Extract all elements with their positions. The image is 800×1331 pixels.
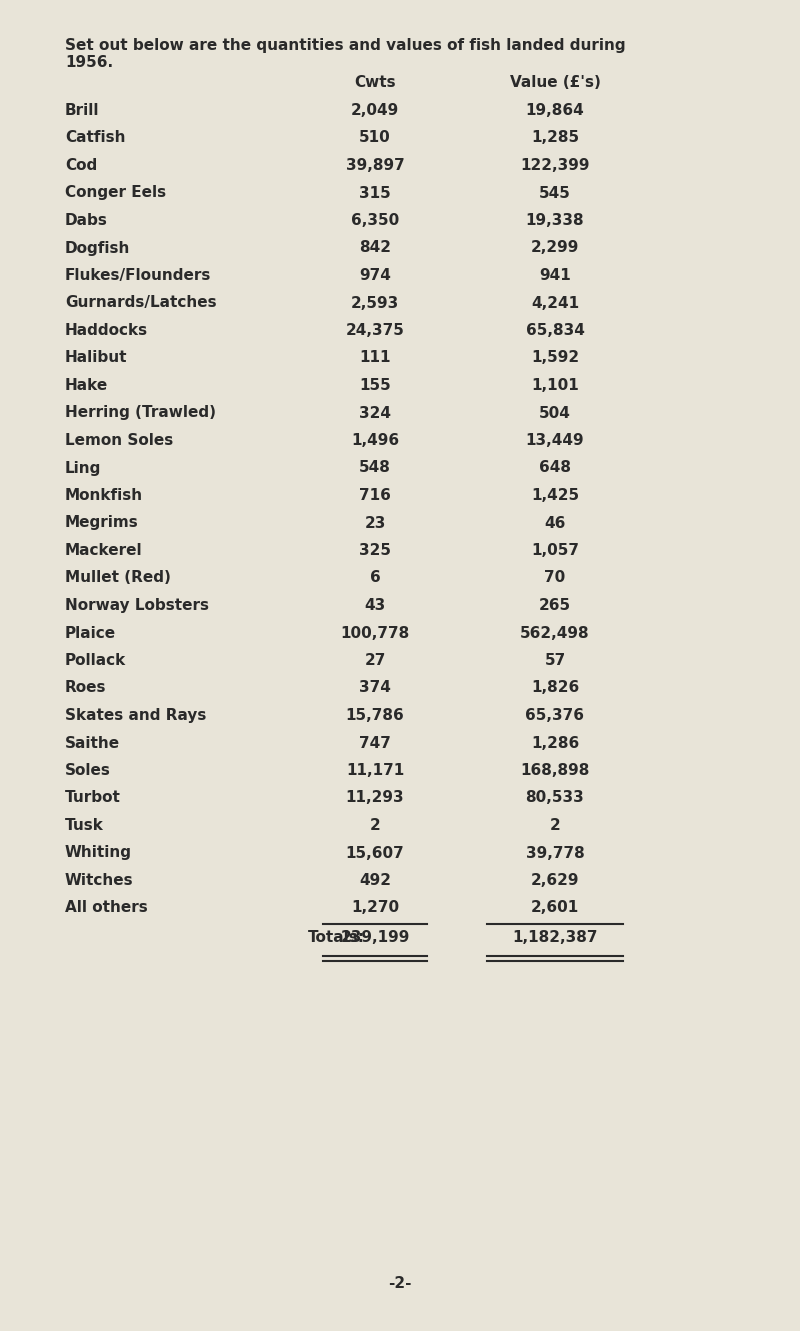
Text: Conger Eels: Conger Eels [65,185,166,201]
Text: 11,171: 11,171 [346,763,404,779]
Text: Norway Lobsters: Norway Lobsters [65,598,209,614]
Text: Megrims: Megrims [65,515,138,531]
Text: 39,778: 39,778 [526,845,584,861]
Text: 6,350: 6,350 [351,213,399,228]
Text: 974: 974 [359,268,391,284]
Text: Lemon Soles: Lemon Soles [65,433,174,449]
Text: 1,592: 1,592 [531,350,579,366]
Text: Dogfish: Dogfish [65,241,130,256]
Text: 65,376: 65,376 [526,708,585,723]
Text: 23: 23 [364,515,386,531]
Text: 19,338: 19,338 [526,213,584,228]
Text: 15,607: 15,607 [346,845,404,861]
Text: Pollack: Pollack [65,654,126,668]
Text: 100,778: 100,778 [340,626,410,640]
Text: Ling: Ling [65,461,102,475]
Text: Plaice: Plaice [65,626,116,640]
Text: 65,834: 65,834 [526,323,585,338]
Text: 46: 46 [544,515,566,531]
Text: Roes: Roes [65,680,106,696]
Text: 13,449: 13,449 [526,433,584,449]
Text: Turbot: Turbot [65,791,121,805]
Text: 155: 155 [359,378,391,393]
Text: 39,897: 39,897 [346,158,404,173]
Text: 2,593: 2,593 [351,295,399,310]
Text: 510: 510 [359,130,391,145]
Text: Gurnards/Latches: Gurnards/Latches [65,295,217,310]
Text: 1,101: 1,101 [531,378,579,393]
Text: 648: 648 [539,461,571,475]
Text: 2,049: 2,049 [351,102,399,118]
Text: Flukes/Flounders: Flukes/Flounders [65,268,211,284]
Text: 1,270: 1,270 [351,901,399,916]
Text: Cod: Cod [65,158,98,173]
Text: 325: 325 [359,543,391,558]
Text: 1,285: 1,285 [531,130,579,145]
Text: Hake: Hake [65,378,108,393]
Text: Mackerel: Mackerel [65,543,142,558]
Text: Dabs: Dabs [65,213,108,228]
Text: 70: 70 [544,571,566,586]
Text: Monkfish: Monkfish [65,488,143,503]
Text: 941: 941 [539,268,571,284]
Text: 2,629: 2,629 [530,873,579,888]
Text: 504: 504 [539,406,571,421]
Text: 1,286: 1,286 [531,736,579,751]
Text: 2,299: 2,299 [531,241,579,256]
Text: 1,182,387: 1,182,387 [512,930,598,945]
Text: 1,496: 1,496 [351,433,399,449]
Text: 562,498: 562,498 [520,626,590,640]
Text: -2-: -2- [388,1276,412,1291]
Text: 1,425: 1,425 [531,488,579,503]
Text: 11,293: 11,293 [346,791,404,805]
Text: Totals:: Totals: [308,930,365,945]
Text: Catfish: Catfish [65,130,126,145]
Text: 2: 2 [550,819,560,833]
Text: Halibut: Halibut [65,350,127,366]
Text: 842: 842 [359,241,391,256]
Text: 122,399: 122,399 [520,158,590,173]
Text: Value (£'s): Value (£'s) [510,75,601,91]
Text: 80,533: 80,533 [526,791,584,805]
Text: 4,241: 4,241 [531,295,579,310]
Text: 265: 265 [539,598,571,614]
Text: Set out below are the quantities and values of fish landed during: Set out below are the quantities and val… [65,39,626,53]
Text: 2: 2 [370,819,380,833]
Text: 1,826: 1,826 [531,680,579,696]
Text: 27: 27 [364,654,386,668]
Text: 747: 747 [359,736,391,751]
Text: Tusk: Tusk [65,819,104,833]
Text: 492: 492 [359,873,391,888]
Text: Cwts: Cwts [354,75,396,91]
Text: Saithe: Saithe [65,736,120,751]
Text: Soles: Soles [65,763,111,779]
Text: Haddocks: Haddocks [65,323,148,338]
Text: Witches: Witches [65,873,134,888]
Text: Herring (Trawled): Herring (Trawled) [65,406,216,421]
Text: 15,786: 15,786 [346,708,404,723]
Text: 315: 315 [359,185,391,201]
Text: 1956.: 1956. [65,55,113,71]
Text: 1,057: 1,057 [531,543,579,558]
Text: Mullet (Red): Mullet (Red) [65,571,171,586]
Text: 545: 545 [539,185,571,201]
Text: Brill: Brill [65,102,99,118]
Text: All others: All others [65,901,148,916]
Text: 374: 374 [359,680,391,696]
Text: 716: 716 [359,488,391,503]
Text: 168,898: 168,898 [520,763,590,779]
Text: 19,864: 19,864 [526,102,584,118]
Text: 111: 111 [359,350,390,366]
Text: 324: 324 [359,406,391,421]
Text: 43: 43 [364,598,386,614]
Text: 2,601: 2,601 [531,901,579,916]
Text: 6: 6 [370,571,380,586]
Text: 239,199: 239,199 [340,930,410,945]
Text: 548: 548 [359,461,391,475]
Text: 24,375: 24,375 [346,323,405,338]
Text: 57: 57 [544,654,566,668]
Text: Whiting: Whiting [65,845,132,861]
Text: Skates and Rays: Skates and Rays [65,708,206,723]
